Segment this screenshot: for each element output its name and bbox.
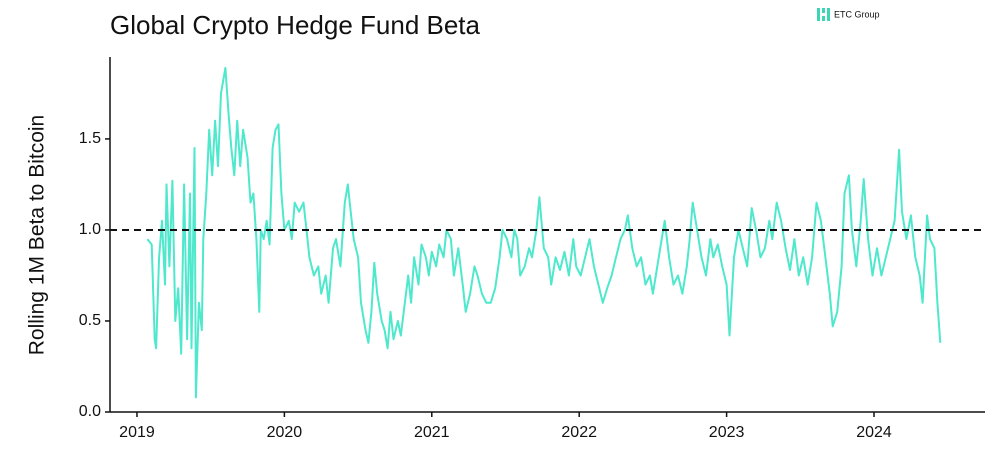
y-tick-label: 0.0 <box>79 403 101 420</box>
y-tick-label: 1.5 <box>79 130 101 147</box>
logo-icon <box>822 16 825 21</box>
logo: ETC Group <box>817 8 880 21</box>
logo-icon <box>817 8 820 21</box>
x-tick-label: 2020 <box>267 424 303 441</box>
x-tick-label: 2019 <box>119 424 155 441</box>
logo-icon <box>822 8 825 13</box>
chart-title: Global Crypto Hedge Fund Beta <box>110 10 481 40</box>
y-tick-label: 1.0 <box>79 221 101 238</box>
y-axis-label: Rolling 1M Beta to Bitcoin <box>26 115 49 355</box>
x-tick-label: 2023 <box>709 424 745 441</box>
line-series <box>146 66 942 399</box>
logo-icon <box>827 8 830 21</box>
x-tick-label: 2024 <box>856 424 892 441</box>
x-tick-label: 2022 <box>561 424 597 441</box>
x-tick-label: 2021 <box>414 424 450 441</box>
logo-text: ETC Group <box>834 9 880 19</box>
y-tick-label: 0.5 <box>79 312 101 329</box>
